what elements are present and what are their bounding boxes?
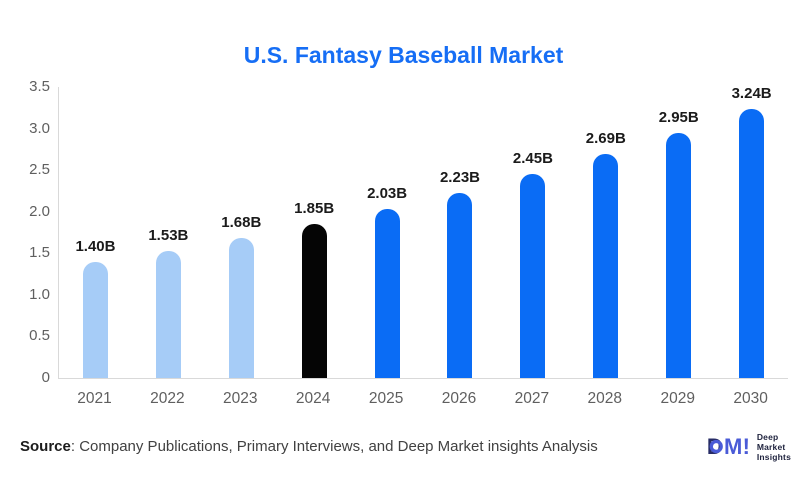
- logo-letter-m: M: [724, 434, 742, 459]
- source-label: Source: [20, 438, 71, 455]
- bar-2023: [228, 238, 254, 378]
- chart-title: U.S. Fantasy Baseball Market: [243, 42, 564, 68]
- logo-wordmark: Deep Market Insights: [757, 432, 791, 462]
- x-axis-label-2024: 2024: [295, 390, 331, 407]
- x-axis-labels: 2021 2022 2023 2024 2025 2026 2027 2028 2029 2030: [58, 390, 787, 408]
- bar-value-label-2025: 2.03B: [367, 185, 408, 202]
- x-axis-label-2022: 2022: [150, 390, 185, 407]
- logo-line-3: Insights: [756, 452, 791, 462]
- x-axis-label-2030: 2030: [733, 390, 768, 407]
- bar-slot-2026: 2.23B: [424, 87, 497, 378]
- x-axis-label-2023: 2023: [223, 390, 258, 407]
- brand-logo: D M ! Deep Market Insights: [708, 427, 791, 467]
- logo-letter-d: D: [708, 434, 723, 459]
- y-axis-tick-0: 0: [41, 369, 50, 386]
- plot-area: 1.40B 1.53B 1.68B 1.85B 2.03B 2.23B 2.45B 2.69B…: [58, 85, 788, 379]
- y-axis-tick-3.5: 3.5: [29, 78, 50, 95]
- source-note: Source: Company Publications, Primary In…: [20, 438, 598, 455]
- y-axis-tick-1.0: 1.0: [29, 285, 50, 303]
- y-axis-tick-2.5: 2.5: [29, 161, 50, 179]
- x-axis-label-2028: 2028: [587, 390, 623, 407]
- bar-2021: [82, 262, 108, 378]
- bar-slot-2022: 1.53B: [132, 87, 205, 378]
- bar-slot-2023: 1.68B: [205, 87, 278, 378]
- bar-slot-2024: 1.85B: [278, 87, 351, 378]
- y-axis-tick-2.0: 2.0: [29, 202, 50, 220]
- bar-value-label-2022: 1.53B: [148, 227, 189, 244]
- bar-2027: [520, 174, 546, 378]
- bar-slot-2028: 2.69B: [569, 87, 642, 378]
- x-axis-label-2026: 2026: [441, 390, 477, 407]
- bar-value-label-2024: 1.85B: [294, 200, 335, 217]
- y-axis-tick-0.5: 0.5: [29, 327, 50, 345]
- dm-logo-icon: D M !: [708, 434, 750, 459]
- bar-slot-2021: 1.40B: [59, 87, 132, 378]
- bar-2022: [155, 251, 181, 378]
- bar-value-label-2028: 2.69B: [585, 130, 626, 147]
- y-axis-tick-3.0: 3.0: [29, 119, 50, 137]
- y-axis-tick-1.5: 1.5: [29, 244, 50, 262]
- bar-value-label-2030: 3.24B: [731, 85, 772, 102]
- x-axis-label-2025: 2025: [368, 390, 404, 407]
- x-axis-label-2027: 2027: [514, 390, 550, 407]
- source-text: : Company Publications, Primary Intervie…: [70, 438, 598, 455]
- bar-2026: [447, 193, 473, 378]
- bar-2025: [374, 209, 400, 378]
- bar-value-label-2021: 1.40B: [75, 238, 116, 255]
- bar-slot-2025: 2.03B: [351, 87, 424, 378]
- bar-2030: [739, 109, 765, 378]
- x-axis-label-2029: 2029: [660, 390, 695, 407]
- bar-2024: [301, 224, 327, 378]
- x-axis-label-2021: 2021: [77, 390, 112, 407]
- bar-2029: [666, 133, 692, 378]
- logo-exclamation: !: [742, 434, 749, 459]
- bar-value-label-2029: 2.95B: [658, 109, 699, 126]
- bar-value-label-2026: 2.23B: [439, 169, 480, 186]
- bar-2028: [593, 154, 619, 378]
- bar-value-label-2023: 1.68B: [221, 214, 262, 231]
- logo-ring: [709, 439, 723, 454]
- bar-slot-2029: 2.95B: [642, 87, 715, 378]
- bar-value-label-2027: 2.45B: [512, 150, 553, 167]
- bar-slot-2030: 3.24B: [715, 85, 788, 378]
- logo-line-1: Deep: [756, 432, 779, 442]
- logo-line-2: Market: [756, 442, 786, 452]
- bar-slot-2027: 2.45B: [496, 87, 569, 378]
